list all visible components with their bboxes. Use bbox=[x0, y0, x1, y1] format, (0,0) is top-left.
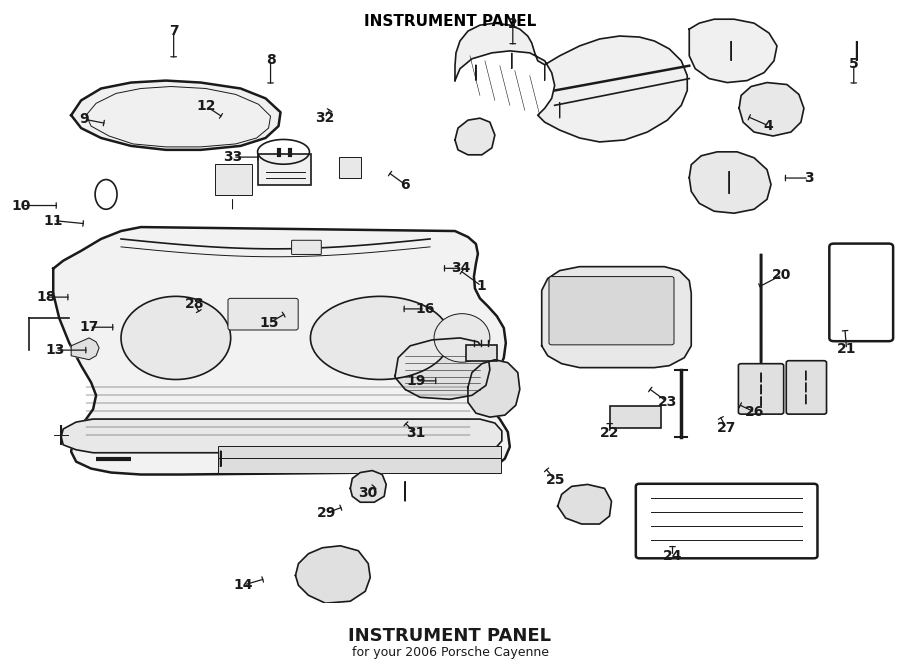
Text: 20: 20 bbox=[772, 268, 792, 282]
Text: 6: 6 bbox=[400, 178, 410, 192]
Text: 1: 1 bbox=[476, 279, 486, 293]
Polygon shape bbox=[295, 546, 370, 603]
FancyBboxPatch shape bbox=[738, 364, 784, 414]
FancyBboxPatch shape bbox=[609, 406, 662, 428]
Text: 4: 4 bbox=[763, 119, 773, 133]
Text: 8: 8 bbox=[266, 54, 275, 67]
Ellipse shape bbox=[310, 296, 450, 379]
Text: 18: 18 bbox=[37, 290, 56, 304]
Polygon shape bbox=[455, 118, 495, 155]
Polygon shape bbox=[53, 227, 509, 475]
Polygon shape bbox=[395, 338, 490, 399]
FancyBboxPatch shape bbox=[339, 157, 361, 178]
Text: 32: 32 bbox=[315, 111, 334, 125]
FancyBboxPatch shape bbox=[218, 446, 500, 459]
FancyBboxPatch shape bbox=[218, 458, 500, 473]
Text: 29: 29 bbox=[317, 506, 336, 520]
Text: INSTRUMENT PANEL: INSTRUMENT PANEL bbox=[364, 13, 536, 28]
Text: INSTRUMENT PANEL: INSTRUMENT PANEL bbox=[348, 627, 552, 645]
Text: 13: 13 bbox=[46, 343, 65, 357]
Text: 24: 24 bbox=[662, 549, 682, 563]
Polygon shape bbox=[455, 23, 688, 142]
Polygon shape bbox=[558, 485, 611, 524]
Polygon shape bbox=[71, 338, 99, 360]
FancyBboxPatch shape bbox=[228, 298, 298, 330]
FancyBboxPatch shape bbox=[257, 154, 311, 185]
Text: 22: 22 bbox=[600, 426, 619, 440]
FancyBboxPatch shape bbox=[549, 276, 674, 345]
FancyBboxPatch shape bbox=[466, 344, 497, 361]
Text: 2: 2 bbox=[508, 17, 518, 31]
Text: 30: 30 bbox=[358, 486, 377, 500]
Polygon shape bbox=[468, 360, 520, 417]
Text: 34: 34 bbox=[451, 261, 471, 276]
FancyBboxPatch shape bbox=[787, 361, 826, 414]
Text: 12: 12 bbox=[196, 99, 216, 113]
Text: 31: 31 bbox=[406, 426, 426, 440]
FancyBboxPatch shape bbox=[292, 240, 321, 254]
Text: 9: 9 bbox=[79, 112, 89, 126]
Ellipse shape bbox=[434, 314, 490, 362]
Text: 27: 27 bbox=[716, 421, 736, 435]
Polygon shape bbox=[739, 83, 804, 136]
Text: 15: 15 bbox=[259, 316, 278, 330]
Polygon shape bbox=[61, 419, 502, 453]
FancyBboxPatch shape bbox=[215, 164, 251, 195]
Text: 11: 11 bbox=[44, 214, 63, 227]
Text: 25: 25 bbox=[546, 473, 565, 487]
Text: 16: 16 bbox=[415, 302, 435, 316]
Text: 21: 21 bbox=[837, 342, 856, 356]
Text: 10: 10 bbox=[12, 198, 31, 213]
FancyBboxPatch shape bbox=[2, 603, 898, 661]
Text: 17: 17 bbox=[79, 320, 99, 334]
Text: 14: 14 bbox=[234, 578, 254, 592]
Text: 19: 19 bbox=[406, 374, 426, 388]
Text: 7: 7 bbox=[169, 24, 178, 38]
Text: 5: 5 bbox=[849, 57, 859, 71]
Ellipse shape bbox=[121, 296, 230, 379]
Text: 26: 26 bbox=[745, 405, 765, 419]
Text: 3: 3 bbox=[804, 171, 814, 185]
Polygon shape bbox=[689, 19, 777, 83]
Text: 23: 23 bbox=[657, 395, 677, 408]
Text: 33: 33 bbox=[223, 150, 242, 164]
Text: for your 2006 Porsche Cayenne: for your 2006 Porsche Cayenne bbox=[352, 646, 548, 659]
Polygon shape bbox=[350, 471, 386, 502]
Polygon shape bbox=[689, 152, 771, 214]
Polygon shape bbox=[542, 266, 691, 368]
Text: 28: 28 bbox=[184, 297, 204, 311]
Polygon shape bbox=[71, 81, 281, 150]
